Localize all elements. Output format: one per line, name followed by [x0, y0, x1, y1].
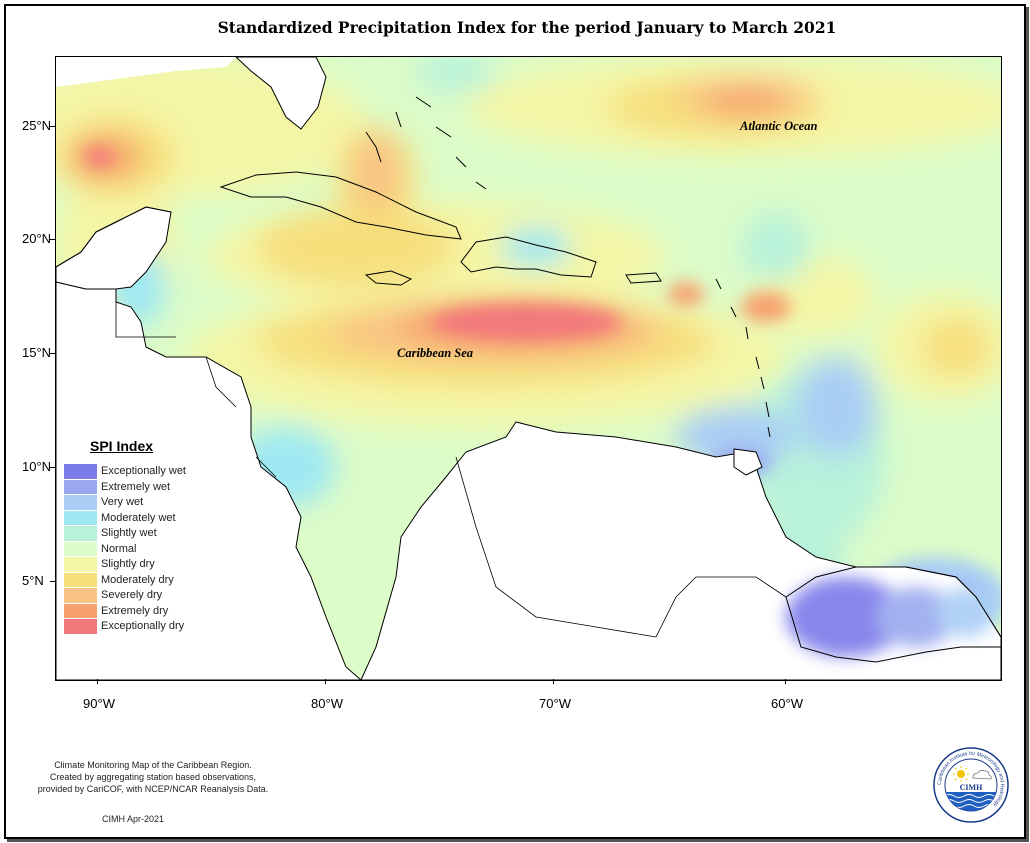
credit: CIMH Apr-2021	[102, 814, 165, 824]
lon-tick	[785, 679, 786, 684]
hispaniola	[460, 236, 597, 278]
legend-swatch	[64, 479, 97, 494]
lat-tick	[50, 126, 55, 127]
lesser-antilles	[715, 278, 771, 438]
puerto-rico	[625, 272, 662, 284]
lat-tick	[50, 353, 55, 354]
lon-label: 80°W	[311, 696, 343, 711]
legend-label: Normal	[101, 542, 137, 555]
legend-label: Moderately dry	[101, 573, 174, 586]
footnote: Climate Monitoring Map of the Caribbean …	[28, 759, 278, 795]
lat-label: 25°N	[22, 118, 52, 133]
spi-map-canvas	[56, 57, 1001, 680]
legend-swatch	[64, 541, 97, 556]
lat-label: 5°N	[22, 573, 44, 588]
spi-map	[55, 56, 1002, 681]
legend-swatch	[64, 510, 97, 525]
lat-label: 10°N	[22, 459, 52, 474]
footnote-line: Created by aggregating station based obs…	[49, 772, 257, 782]
lat-label: 15°N	[22, 345, 52, 360]
lat-tick	[50, 467, 55, 468]
lon-tick	[553, 679, 554, 684]
legend-label: Extremely wet	[101, 480, 171, 493]
atlantic-ocean-label: Atlantic Ocean	[740, 119, 818, 133]
lat-label: 20°N	[22, 231, 52, 246]
footnote-line: Climate Monitoring Map of the Caribbean …	[54, 760, 252, 770]
lon-tick	[97, 679, 98, 684]
central-america	[56, 281, 362, 680]
lat-tick	[50, 581, 55, 582]
legend-swatch	[64, 603, 97, 618]
legend-label: Exceptionally dry	[101, 620, 185, 632]
legend-title: SPI Index	[90, 438, 154, 454]
sun-icon	[957, 770, 965, 778]
florida	[235, 57, 327, 130]
cloud-icon	[972, 769, 992, 780]
legend-swatch	[64, 495, 97, 510]
cuba	[219, 171, 462, 240]
gulf-coast	[56, 57, 236, 87]
lon-label: 70°W	[539, 696, 571, 711]
legend-swatch	[64, 572, 97, 587]
spi-contours	[56, 57, 1001, 592]
guianas-border	[785, 566, 1001, 663]
legend-swatch	[64, 557, 97, 572]
lon-label: 90°W	[83, 696, 115, 711]
legend-label: Slightly dry	[101, 558, 155, 570]
lon-label: 60°W	[771, 696, 803, 711]
logo-text: CIMH	[960, 783, 983, 792]
legend-swatch	[64, 464, 97, 479]
legend-swatch	[64, 526, 97, 541]
legend-label: Severely dry	[101, 589, 163, 601]
caribbean-sea-label: Caribbean Sea	[397, 346, 474, 360]
footnote-line: provided by CariCOF, with NCEP/NCAR Rean…	[37, 784, 269, 794]
cimh-logo: Caribbean Institute for Meteorology and …	[933, 747, 1009, 823]
legend-label: Extremely dry	[101, 604, 169, 617]
legend-swatch	[64, 619, 97, 634]
lon-tick	[325, 679, 326, 684]
country-borders	[115, 289, 787, 638]
legend-label: Very wet	[101, 496, 144, 508]
legend-label: Moderately wet	[101, 511, 176, 524]
legend-label: Slightly wet	[101, 527, 157, 539]
lat-tick	[50, 239, 55, 240]
trinidad	[733, 448, 763, 476]
map-title: Standardized Precipitation Index for the…	[217, 18, 837, 37]
legend-swatch	[64, 588, 97, 603]
jamaica	[364, 270, 413, 286]
legend-label: Exceptionally wet	[101, 465, 186, 477]
bahamas	[365, 96, 487, 190]
